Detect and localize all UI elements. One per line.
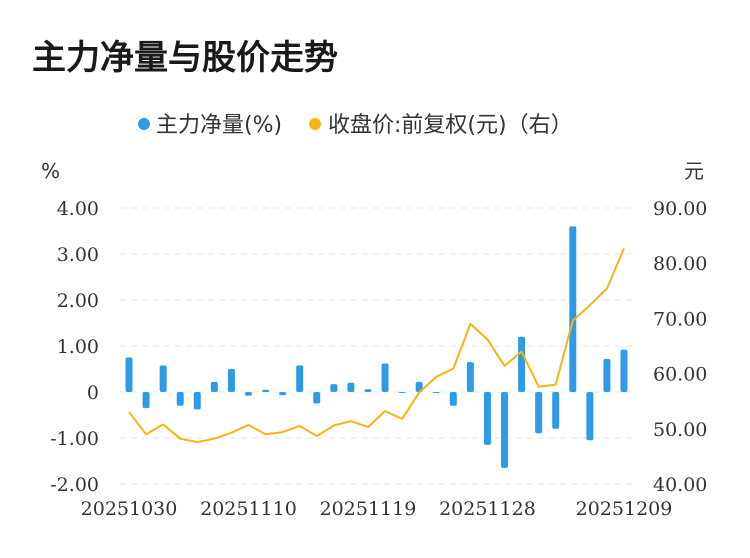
- bar: [262, 389, 270, 392]
- bar: [603, 358, 611, 392]
- bar: [125, 357, 133, 392]
- right-tick-label: 60.00: [653, 364, 707, 386]
- left-axis-ticks: 4.00 3.00 2.00 1.00 0 -1.00 -2.00: [50, 198, 99, 496]
- bar-series: [125, 226, 628, 468]
- left-tick-label: 3.00: [57, 244, 99, 266]
- bar: [620, 349, 628, 392]
- legend-bar-marker: [138, 118, 150, 130]
- grid-lines: [120, 207, 632, 485]
- right-tick-label: 80.00: [653, 253, 707, 275]
- bar: [159, 365, 167, 392]
- right-tick-label: 70.00: [653, 308, 707, 330]
- bar: [364, 389, 372, 392]
- left-tick-label: 1.00: [57, 336, 99, 358]
- x-tick-label: 20251030: [81, 498, 178, 520]
- bar: [552, 392, 560, 429]
- bar: [210, 381, 218, 392]
- bar: [381, 363, 389, 392]
- x-tick-label: 20251209: [576, 498, 673, 520]
- bar: [330, 384, 338, 392]
- left-tick-label: 4.00: [57, 198, 99, 220]
- bar: [398, 392, 406, 393]
- bar: [244, 392, 252, 396]
- bar: [193, 392, 201, 410]
- legend: 主力净量(%) 收盘价:前复权(元)（右）: [138, 113, 573, 138]
- bar: [142, 392, 150, 409]
- price-line: [128, 247, 625, 443]
- x-tick-label: 20251119: [320, 498, 417, 520]
- left-tick-label: 0: [87, 382, 99, 404]
- bar: [296, 365, 304, 392]
- x-tick-label: 20251128: [439, 498, 536, 520]
- bar: [176, 392, 184, 406]
- bar: [586, 392, 594, 441]
- legend-line-marker: [309, 118, 321, 130]
- legend-bar-label: 主力净量(%): [156, 113, 282, 138]
- left-axis-unit: %: [41, 159, 60, 183]
- right-tick-label: 50.00: [653, 419, 707, 441]
- left-tick-label: 2.00: [57, 290, 99, 312]
- bar: [313, 392, 321, 404]
- bar: [279, 392, 287, 396]
- left-tick-label: -2.00: [50, 474, 99, 496]
- bar: [501, 392, 509, 468]
- bar: [227, 369, 235, 392]
- bar: [347, 382, 355, 392]
- bar: [483, 392, 491, 445]
- left-tick-label: -1.00: [50, 428, 99, 450]
- bar: [518, 336, 526, 392]
- right-tick-label: 40.00: [653, 474, 707, 496]
- x-tick-label: 20251110: [200, 498, 297, 520]
- bar: [415, 381, 423, 392]
- x-axis-ticks: 20251030 20251110 20251119 20251128 20251209: [81, 498, 673, 520]
- bar: [449, 392, 457, 406]
- bar: [432, 392, 440, 393]
- right-axis-unit: 元: [684, 159, 704, 183]
- bar: [535, 392, 543, 434]
- right-tick-label: 90.00: [653, 198, 707, 220]
- bar: [569, 226, 577, 392]
- right-axis-ticks: 90.00 80.00 70.00 60.00 50.00 40.00: [653, 198, 707, 496]
- chart-title: 主力净量与股价走势: [32, 38, 338, 78]
- legend-line-label: 收盘价:前复权(元)（右）: [328, 113, 573, 138]
- bar: [466, 362, 474, 392]
- line-series: [128, 247, 625, 443]
